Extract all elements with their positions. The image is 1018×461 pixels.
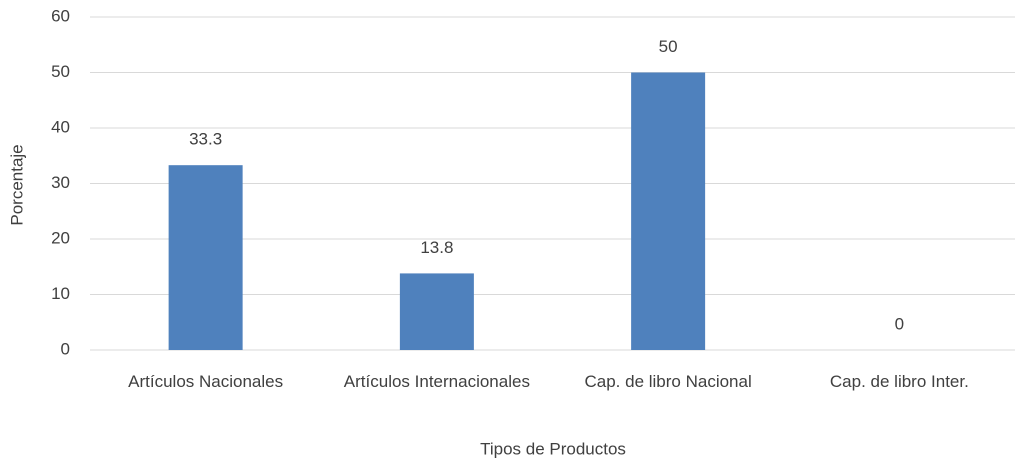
y-tick-label: 40: [51, 117, 70, 136]
y-axis-title: Porcentaje: [7, 144, 26, 225]
data-label: 50: [659, 37, 678, 56]
y-tick-label: 50: [51, 62, 70, 81]
x-tick-label: Artículos Internacionales: [343, 372, 530, 391]
y-tick-label: 60: [51, 6, 70, 25]
x-tick-label: Cap. de libro Nacional: [584, 372, 752, 391]
bar: [399, 273, 474, 350]
bar: [168, 165, 243, 350]
y-tick-label: 0: [61, 339, 70, 358]
bar: [631, 72, 706, 350]
data-label: 0: [895, 314, 904, 333]
data-label: 33.3: [189, 130, 222, 149]
x-axis-title: Tipos de Productos: [480, 439, 626, 458]
x-tick-label: Artículos Nacionales: [128, 372, 284, 391]
x-tick-label: Cap. de libro Inter.: [829, 372, 969, 391]
y-tick-label: 20: [51, 228, 70, 247]
y-tick-label: 30: [51, 173, 70, 192]
y-tick-label: 10: [51, 284, 70, 303]
data-label: 13.8: [420, 238, 453, 257]
